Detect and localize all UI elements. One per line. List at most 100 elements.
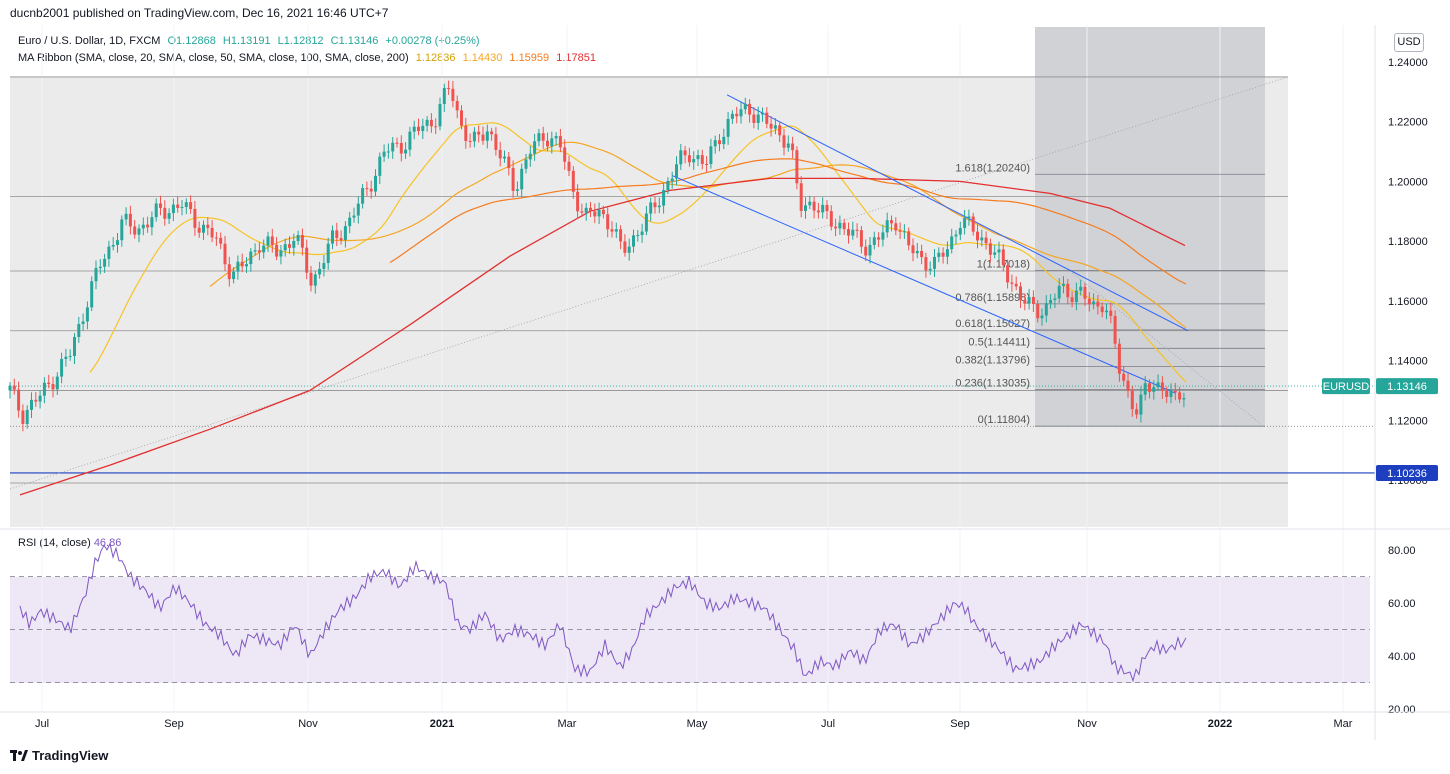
candle-body [477, 131, 481, 135]
candle-body [167, 213, 171, 219]
candle-body [653, 202, 657, 208]
candle-body [709, 146, 713, 164]
candle-body [369, 188, 373, 192]
candle-body [150, 217, 154, 228]
candle-body [326, 243, 330, 264]
candle-body [821, 204, 825, 213]
candle-body [159, 203, 162, 208]
candle-body [417, 126, 420, 132]
candle-body [253, 250, 257, 252]
fib-level-label: 0.618(1.15027) [955, 318, 1030, 330]
candle-body [924, 257, 928, 271]
price-axis[interactable]: 1.24000 1.22000 1.20000 1.18000 1.16000 1.140… [1388, 57, 1428, 487]
candle-body [300, 235, 304, 248]
candle-body [1023, 300, 1027, 304]
candle-body [997, 249, 1001, 253]
candle-body [782, 135, 786, 148]
price-legend[interactable]: Euro / U.S. Dollar, 1D, FXCM O1.12868 H1… [18, 35, 484, 47]
candle-body [180, 207, 184, 209]
candle-body [864, 246, 868, 256]
candle-body [128, 213, 132, 227]
candle-body [933, 256, 936, 269]
candle-body [877, 237, 881, 240]
candle-body [429, 119, 433, 127]
rsi-axis[interactable]: 80.00 60.00 40.00 20.00 [1388, 545, 1416, 716]
symbol-tag-label: EURUSD [1323, 381, 1370, 393]
candle-body [292, 241, 296, 248]
candle-body [21, 410, 25, 424]
candle-body [812, 201, 816, 211]
candle-body [249, 251, 253, 265]
candle-body [240, 261, 244, 267]
rsi-path [19, 542, 1187, 683]
candle-body [825, 204, 829, 212]
candle-body [374, 175, 377, 192]
tradingview-brand[interactable]: TradingView [10, 748, 108, 763]
candle-body [799, 183, 803, 211]
candle-body [533, 141, 537, 154]
candle-body [640, 231, 644, 236]
candle-body [146, 224, 150, 228]
brand-label: TradingView [32, 748, 109, 763]
candle-body [1096, 301, 1100, 307]
candle-body [77, 324, 81, 338]
candle-body [1173, 390, 1177, 393]
candle-body [464, 125, 468, 141]
candle-body [206, 224, 210, 228]
rsi-legend[interactable]: RSI (14, close) 46.86 [18, 537, 121, 549]
candle-body [404, 149, 408, 154]
rsi-label: RSI (14, close) [18, 537, 91, 549]
candle-body [202, 224, 205, 233]
candle-body [1117, 343, 1121, 374]
candle-body [1040, 315, 1044, 319]
candle-body [636, 235, 640, 237]
candle-body [890, 220, 893, 224]
sma200-line [19, 177, 1186, 496]
x-gridlines [41, 25, 1344, 712]
candle-body [275, 244, 279, 257]
candle-body [941, 252, 945, 257]
candle-body [786, 143, 790, 148]
y-tick-label: 1.24000 [1388, 57, 1428, 69]
candle-body [1165, 390, 1169, 397]
candle-body [257, 250, 261, 253]
candle-body [1113, 315, 1117, 344]
candle-body [210, 227, 214, 238]
candle-body [851, 229, 855, 236]
ma200-value: 1.17851 [556, 52, 596, 64]
candle-body [51, 384, 55, 390]
candle-body [1014, 283, 1018, 287]
candle-body [236, 261, 240, 272]
x-tick-label: Jul [35, 718, 49, 730]
sma100-line [389, 158, 1187, 285]
x-tick-label: Jul [821, 718, 835, 730]
price-channel [671, 94, 1261, 424]
candle-body [451, 88, 455, 101]
candle-body [322, 263, 326, 269]
candle-body [1079, 286, 1083, 291]
x-tick-label: Sep [950, 718, 970, 730]
candle-body [111, 244, 115, 247]
ma-legend[interactable]: MA Ribbon (SMA, close, 20, SMA, close, 5… [18, 52, 600, 64]
candle-body [1148, 383, 1151, 392]
candle-body [829, 211, 833, 227]
candle-body [937, 252, 941, 257]
candles [8, 80, 1186, 432]
time-axis[interactable]: Jul Sep Nov 2021 Mar May Jul Sep Nov 2022 Mar [35, 718, 1353, 730]
candle-body [55, 376, 59, 390]
currency-button[interactable]: USD [1394, 33, 1424, 52]
candle-body [859, 230, 863, 247]
candle-body [481, 134, 485, 141]
candle-body [98, 266, 102, 269]
candle-body [1019, 286, 1022, 301]
candle-body [1169, 390, 1173, 397]
candle-body [842, 222, 846, 230]
candle-body [885, 220, 889, 233]
candle-body [1083, 286, 1087, 299]
candle-body [85, 307, 89, 322]
candle-body [361, 188, 365, 204]
candle-body [855, 229, 859, 231]
candle-body [644, 213, 648, 232]
candle-body [546, 140, 549, 147]
